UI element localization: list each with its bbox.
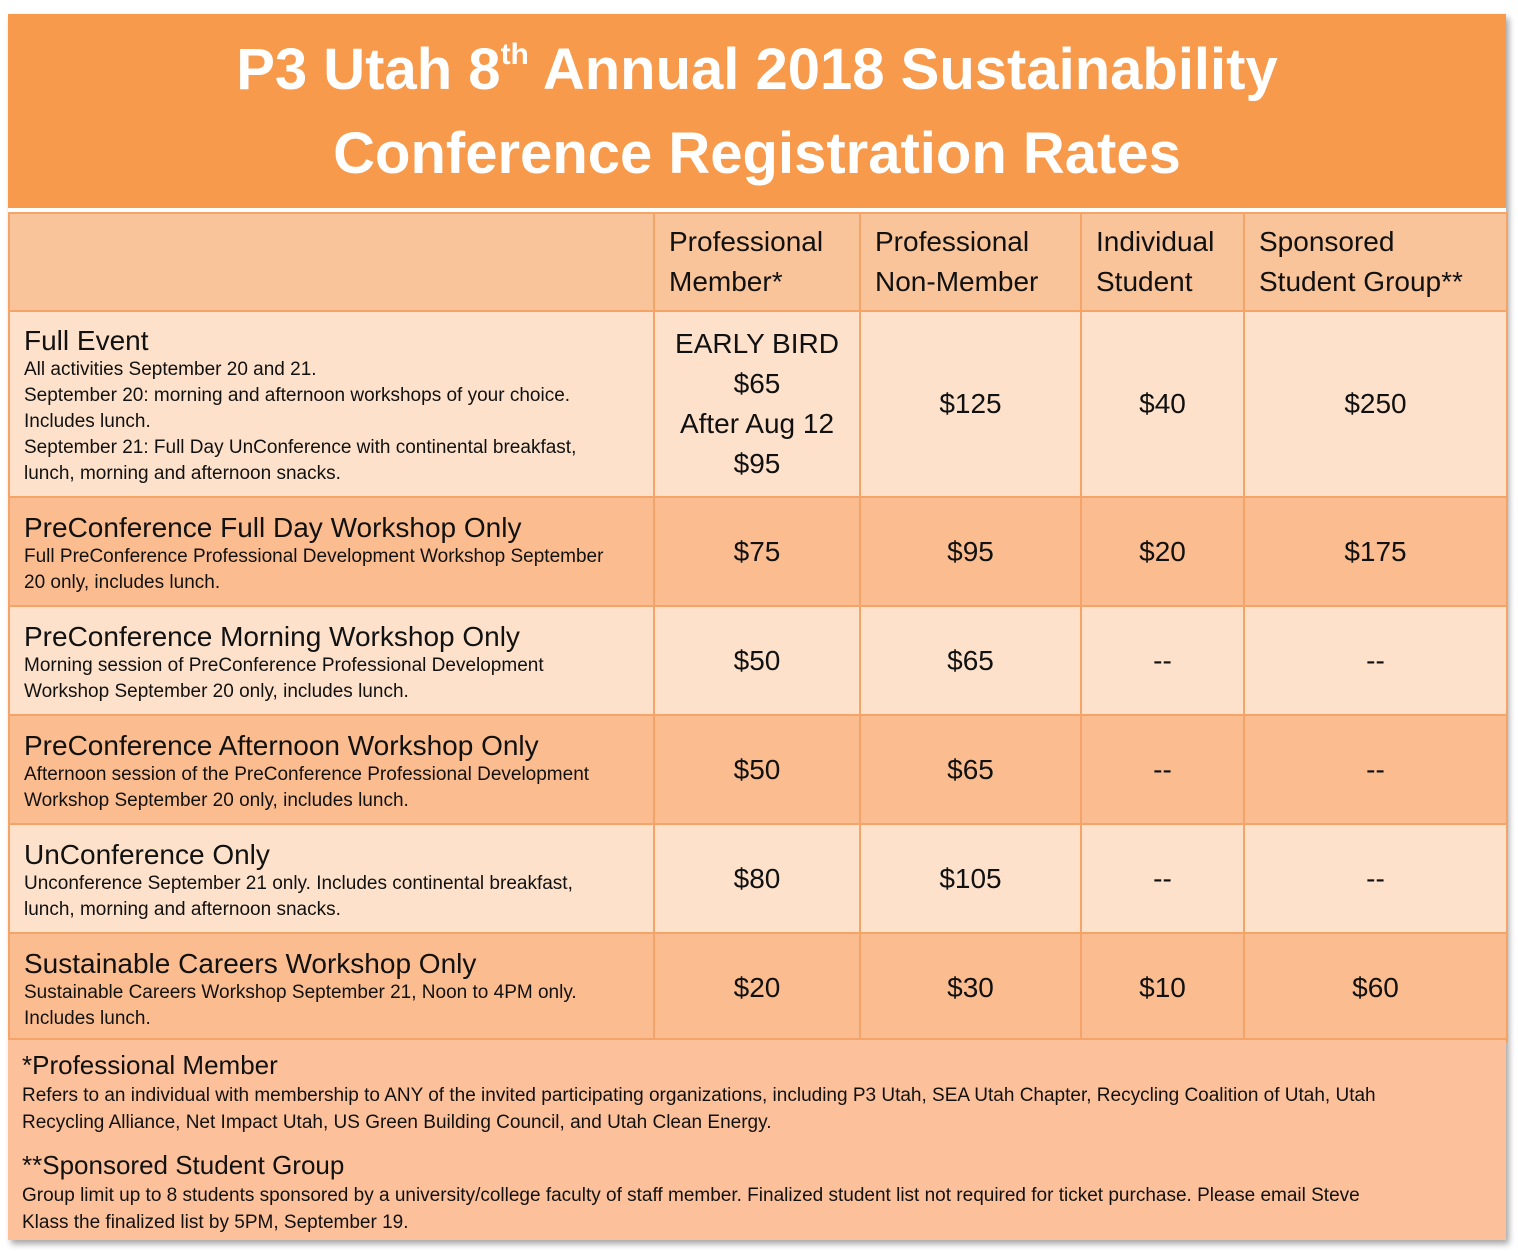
row-description: Full Event All activities September 20 a… [8,310,655,498]
page-title: P3 Utah 8th Annual 2018 Sustainability C… [8,14,1506,208]
title-divider [8,208,1506,212]
price-student: -- [1080,823,1245,934]
price-student: $40 [1080,310,1245,498]
col-header-student: Individual Student [1080,212,1245,312]
row-detail: Unconference September 21 only. Includes… [24,872,573,920]
row-description: PreConference Afternoon Workshop Only Af… [8,714,655,825]
price-member: EARLY BIRD $65 After Aug 12 $95 [653,310,861,498]
title-text-a: P3 Utah 8 [236,37,501,102]
row-title: UnConference Only [24,838,270,870]
table-row: PreConference Morning Workshop Only Morn… [8,605,1508,716]
price-group: $175 [1243,496,1508,607]
footnote-group-body: Group limit up to 8 students sponsored b… [22,1185,1360,1233]
row-detail: Morning session of PreConference Profess… [24,654,544,702]
price-member: $75 [653,496,861,607]
price-member: $50 [653,605,861,716]
header-blank [8,212,655,312]
row-title: PreConference Morning Workshop Only [24,620,520,652]
table-row: PreConference Afternoon Workshop Only Af… [8,714,1508,825]
price-student: -- [1080,605,1245,716]
price-group: -- [1243,605,1508,716]
rates-table: Professional Member* Professional Non-Memb… [8,212,1508,1043]
row-detail: Sustainable Careers Workshop September 2… [24,981,577,1029]
row-title: PreConference Afternoon Workshop Only [24,729,539,761]
footnote-group-title: **Sponsored Student Group [22,1150,345,1180]
price-group: -- [1243,823,1508,934]
row-title: PreConference Full Day Workshop Only [24,511,522,543]
price-member: $20 [653,932,861,1043]
price-student: $20 [1080,496,1245,607]
row-description: PreConference Morning Workshop Only Morn… [8,605,655,716]
title-superscript: th [500,38,529,71]
title-text-b: Annual 2018 Sustainability [528,37,1278,102]
price-non-member: $105 [859,823,1082,934]
row-description: PreConference Full Day Workshop Only Ful… [8,496,655,607]
row-detail: Afternoon session of the PreConference P… [24,763,590,811]
rates-sheet: P3 Utah 8th Annual 2018 Sustainability C… [8,14,1508,1240]
table-row: PreConference Full Day Workshop Only Ful… [8,496,1508,607]
col-header-member: Professional Member* [653,212,861,312]
price-group: -- [1243,714,1508,825]
row-detail: Full PreConference Professional Developm… [24,545,604,593]
price-non-member: $95 [859,496,1082,607]
price-non-member: $65 [859,605,1082,716]
title-line-2: Conference Registration Rates [333,121,1181,186]
header-row: Professional Member* Professional Non-Memb… [8,212,1508,312]
table-row: Full Event All activities September 20 a… [8,310,1508,498]
price-member: $80 [653,823,861,934]
price-student: -- [1080,714,1245,825]
row-description: Sustainable Careers Workshop Only Sustai… [8,932,655,1043]
price-student: $10 [1080,932,1245,1043]
row-description: UnConference Only Unconference September… [8,823,655,934]
footnote-member-body: Refers to an individual with membership … [22,1085,1376,1133]
title-line-1: P3 Utah 8th Annual 2018 Sustainability [8,28,1506,112]
row-title: Sustainable Careers Workshop Only [24,947,477,979]
price-member: $50 [653,714,861,825]
price-group: $250 [1243,310,1508,498]
price-non-member: $125 [859,310,1082,498]
price-group: $60 [1243,932,1508,1043]
col-header-non-member: Professional Non-Member [859,212,1082,312]
price-non-member: $30 [859,932,1082,1043]
col-header-group: Sponsored Student Group** [1243,212,1508,312]
row-detail: All activities September 20 and 21. Sept… [24,359,577,484]
price-non-member: $65 [859,714,1082,825]
footnotes: *Professional Member Refers to an indivi… [8,1038,1506,1240]
footnote-member-title: *Professional Member [22,1050,278,1080]
row-title: Full Event [24,325,149,356]
table-row: Sustainable Careers Workshop Only Sustai… [8,932,1508,1043]
table-row: UnConference Only Unconference September… [8,823,1508,934]
